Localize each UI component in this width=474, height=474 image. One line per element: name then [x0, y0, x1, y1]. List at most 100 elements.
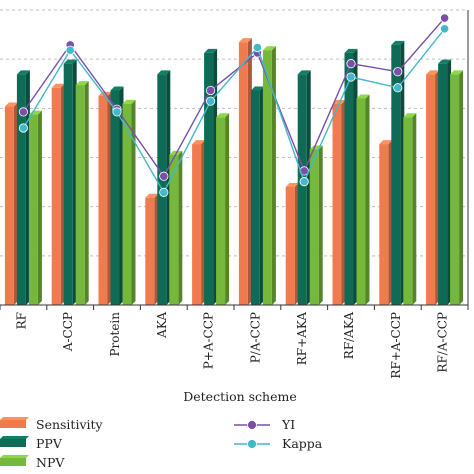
legend-swatch — [0, 439, 26, 447]
x-tick-label: P/A-CCP — [248, 312, 262, 363]
bar-sensitivity-rf+aka — [285, 183, 299, 305]
legend-item-sensitivity: Sensitivity — [0, 417, 104, 432]
bar-top — [332, 99, 346, 104]
bar-front — [332, 103, 342, 305]
bar-front — [309, 149, 319, 305]
legend-label: Sensitivity — [36, 417, 104, 432]
bar-front — [216, 117, 226, 305]
bar-npv-p/a-ccp — [262, 46, 276, 306]
bar-front — [238, 42, 248, 305]
bar-npv-aka — [169, 150, 183, 305]
bar-sensitivity-rf — [4, 102, 18, 305]
legend-swatch — [0, 420, 26, 428]
bar-front — [28, 114, 38, 305]
legend-label: PPV — [36, 436, 63, 451]
x-tick-label: AKA — [155, 312, 169, 339]
point-yi-p+a-ccp — [206, 85, 216, 96]
bar-sensitivity-p/a-ccp — [238, 38, 252, 305]
bar-top — [145, 193, 159, 198]
bar-ppv-p/a-ccp — [250, 86, 264, 305]
bar-front — [426, 74, 436, 305]
bar-front — [285, 187, 295, 305]
bar-side — [365, 94, 370, 305]
bars-layer — [4, 38, 464, 306]
x-tick-label: RF+AKA — [295, 312, 309, 366]
x-tick-label: Protein — [108, 312, 122, 357]
point-kappa-rf — [18, 123, 29, 133]
bar-top — [75, 81, 89, 86]
bar-top — [391, 40, 405, 45]
bar-npv-rf/aka — [356, 94, 370, 305]
bar-front — [63, 63, 73, 305]
point-yi-rf — [18, 107, 29, 117]
bar-side — [271, 46, 276, 306]
legend: Sensitivity PPV NPV YI Kappa — [0, 417, 323, 470]
bar-front — [438, 63, 448, 305]
bar-top — [238, 38, 252, 43]
bar-side — [131, 99, 136, 305]
point-kappa-rf/aka — [346, 72, 356, 82]
bar-front — [356, 98, 366, 305]
bar-sensitivity-rf/a-ccp — [426, 70, 440, 305]
bar-npv-rf/a-ccp — [450, 70, 464, 305]
bar-front — [379, 144, 389, 305]
bar-top — [122, 99, 136, 104]
bar-front — [122, 103, 132, 305]
bar-npv-rf+aka — [309, 145, 323, 305]
x-tick-label: RF/AKA — [342, 312, 356, 360]
legend-item-kappa: Kappa — [234, 436, 323, 451]
bar-front — [403, 117, 413, 305]
point-kappa-rf/a-ccp — [439, 24, 450, 34]
bar-top — [4, 102, 18, 107]
bar-top — [250, 86, 264, 91]
bar-front — [250, 90, 260, 305]
point-yi-aka — [159, 171, 169, 181]
bar-side — [225, 113, 230, 305]
point-kappa-p/a-ccp — [252, 42, 262, 53]
legend-marker — [247, 439, 257, 449]
point-kappa-a-ccp — [65, 45, 75, 55]
bar-front — [4, 106, 14, 305]
bar-front — [169, 154, 179, 305]
bar-top — [216, 113, 230, 118]
legend-label: Kappa — [282, 436, 323, 451]
point-kappa-protein — [112, 107, 122, 117]
x-tick-label: A-CCP — [61, 312, 75, 352]
legend-label: YI — [281, 417, 295, 432]
x-tick-label: RF/A-CCP — [436, 312, 450, 373]
bar-front — [450, 74, 460, 305]
bar-top — [16, 70, 30, 75]
bar-npv-rf — [28, 110, 42, 305]
lines-layer — [18, 13, 450, 197]
bar-top — [262, 46, 276, 51]
bar-front — [297, 74, 307, 305]
bar-top — [426, 70, 440, 75]
legend-item-ppv: PPV — [0, 436, 63, 451]
bar-front — [51, 87, 61, 305]
legend-swatch — [0, 458, 26, 466]
point-yi-rf+a-ccp — [393, 67, 403, 77]
bar-sensitivity-protein — [98, 91, 112, 306]
plot-frame — [0, 10, 469, 310]
bar-npv-rf+a-ccp — [403, 113, 417, 305]
bar-ppv-rf+aka — [297, 70, 311, 305]
line-kappa — [22, 28, 446, 194]
bar-side — [412, 113, 417, 305]
bar-top — [192, 140, 206, 145]
bar-top — [285, 183, 299, 187]
x-axis-title: Detection scheme — [183, 389, 297, 404]
legend-swatch-top — [0, 455, 29, 458]
bar-side — [318, 145, 323, 305]
bar-top — [297, 70, 311, 75]
point-kappa-aka — [159, 187, 169, 197]
bar-front — [391, 44, 401, 305]
bar-front — [75, 85, 85, 305]
bar-ppv-aka — [157, 70, 171, 305]
bar-front — [98, 95, 108, 306]
bar-front — [344, 52, 354, 306]
point-kappa-p+a-ccp — [206, 96, 216, 106]
bar-side — [37, 110, 42, 305]
legend-marker — [247, 420, 257, 430]
legend-label: NPV — [36, 455, 65, 470]
bar-npv-a-ccp — [75, 81, 89, 305]
